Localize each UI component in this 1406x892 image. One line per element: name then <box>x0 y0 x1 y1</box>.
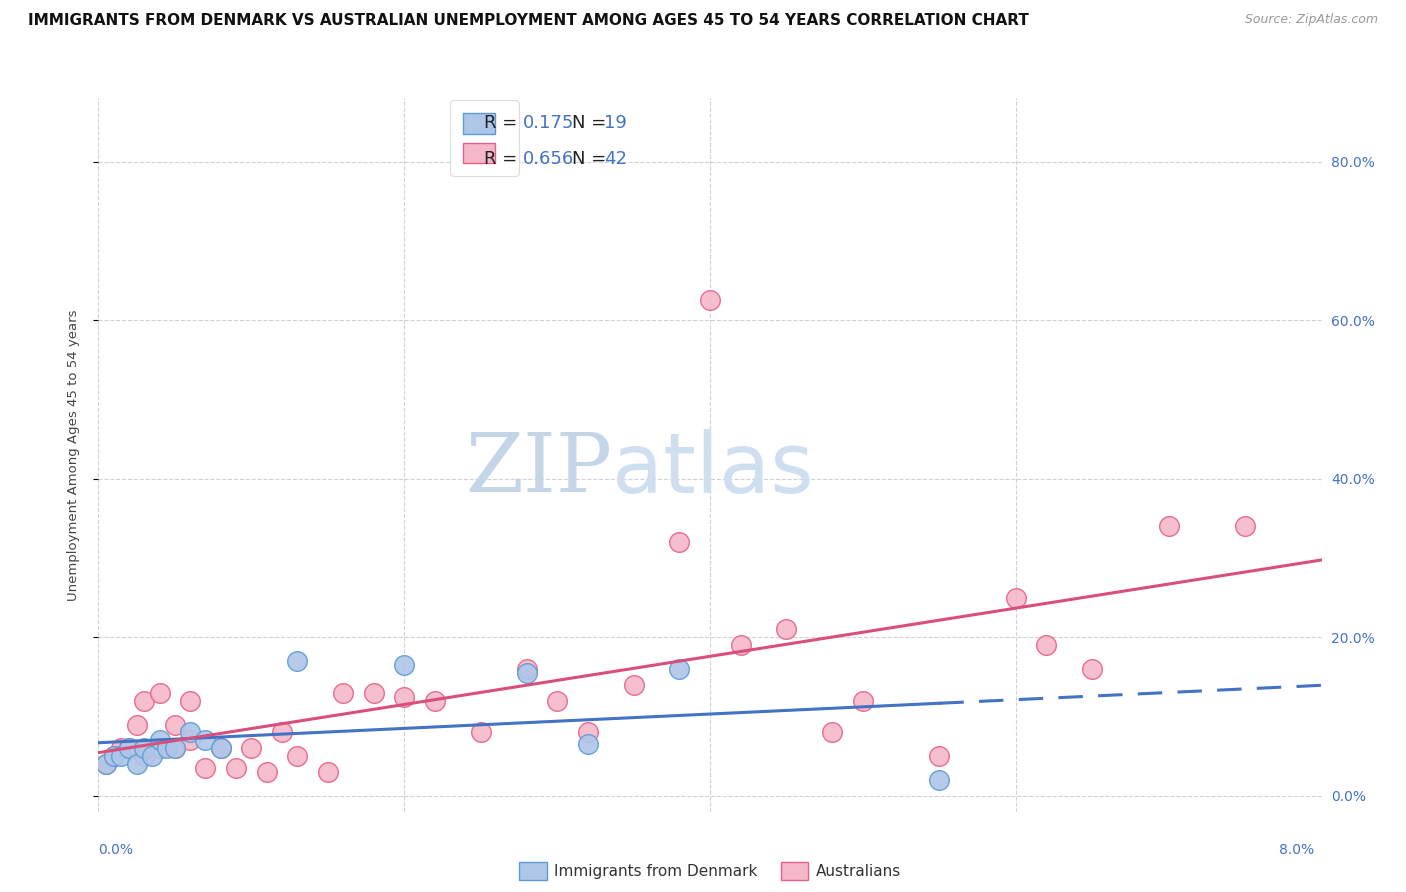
Point <box>576 737 599 751</box>
Text: IMMIGRANTS FROM DENMARK VS AUSTRALIAN UNEMPLOYMENT AMONG AGES 45 TO 54 YEARS COR: IMMIGRANTS FROM DENMARK VS AUSTRALIAN UN… <box>28 13 1029 29</box>
Point <box>163 741 186 756</box>
Point <box>179 725 201 739</box>
Point <box>209 741 232 756</box>
Point <box>392 690 416 704</box>
Text: R =: R = <box>484 150 517 168</box>
Point <box>928 749 950 764</box>
Point <box>516 665 538 680</box>
Y-axis label: Unemployment Among Ages 45 to 54 years: Unemployment Among Ages 45 to 54 years <box>67 310 80 600</box>
Point <box>256 765 278 780</box>
Text: 19: 19 <box>603 114 627 132</box>
Point <box>576 725 599 739</box>
Point <box>134 694 156 708</box>
Point <box>149 686 172 700</box>
Point <box>94 757 117 772</box>
Point <box>156 741 179 756</box>
Text: 0.0%: 0.0% <box>98 843 134 857</box>
Point <box>103 749 125 764</box>
Point <box>623 678 645 692</box>
Point <box>316 765 339 780</box>
Point <box>392 658 416 673</box>
Text: 0.656: 0.656 <box>523 150 574 168</box>
Text: 42: 42 <box>603 150 627 168</box>
Point <box>149 733 172 747</box>
Point <box>118 741 141 756</box>
Point <box>821 725 844 739</box>
Point <box>194 761 217 775</box>
Point <box>134 749 156 764</box>
Point <box>240 741 263 756</box>
Text: N =: N = <box>572 150 606 168</box>
Point <box>125 757 148 772</box>
Point <box>134 741 156 756</box>
Legend: Immigrants from Denmark, Australians: Immigrants from Denmark, Australians <box>513 856 907 886</box>
Point <box>1035 638 1057 652</box>
Point <box>179 694 201 708</box>
Point <box>141 749 163 764</box>
Point <box>209 741 232 756</box>
Text: R =: R = <box>484 114 517 132</box>
Point <box>163 741 186 756</box>
Point <box>194 733 217 747</box>
Point <box>149 741 172 756</box>
Point <box>668 662 690 676</box>
Point <box>125 717 148 731</box>
Point <box>1081 662 1104 676</box>
Text: ZIP: ZIP <box>465 429 612 509</box>
Point <box>470 725 492 739</box>
Point <box>516 662 538 676</box>
Point <box>423 694 446 708</box>
Point <box>332 686 354 700</box>
Point <box>94 757 117 772</box>
Point <box>1004 591 1026 605</box>
Point <box>1157 519 1180 533</box>
Text: 8.0%: 8.0% <box>1279 843 1315 857</box>
Point <box>1234 519 1257 533</box>
Point <box>775 623 797 637</box>
Point <box>852 694 875 708</box>
Point <box>270 725 294 739</box>
Point <box>928 772 950 787</box>
Point <box>546 694 568 708</box>
Text: N =: N = <box>572 114 606 132</box>
Point <box>668 535 690 549</box>
Point <box>730 638 752 652</box>
Point <box>179 733 201 747</box>
Point <box>110 749 132 764</box>
Text: atlas: atlas <box>612 429 814 509</box>
Point <box>225 761 247 775</box>
Point <box>699 293 721 308</box>
Point <box>363 686 385 700</box>
Point <box>103 749 125 764</box>
Point <box>163 717 186 731</box>
Point <box>285 749 308 764</box>
Point <box>285 654 308 668</box>
Text: 0.175: 0.175 <box>523 114 574 132</box>
Point <box>118 741 141 756</box>
Point <box>110 741 132 756</box>
Text: Source: ZipAtlas.com: Source: ZipAtlas.com <box>1244 13 1378 27</box>
